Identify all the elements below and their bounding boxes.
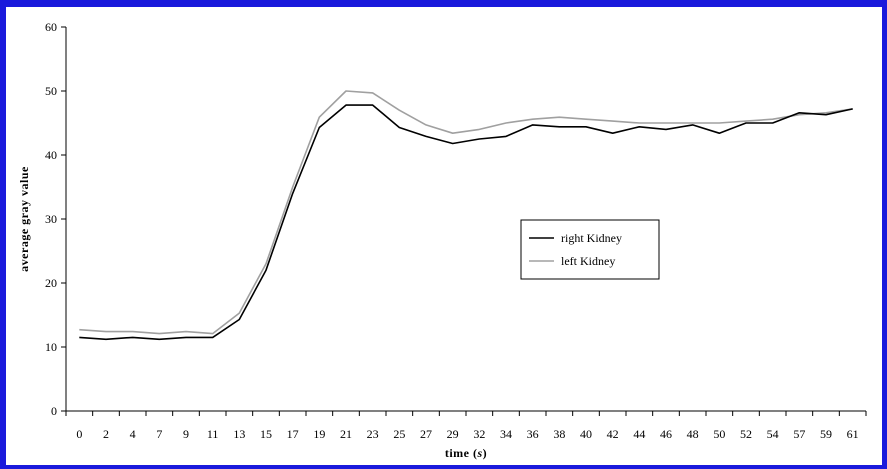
y-tick-label: 10: [45, 340, 57, 354]
y-tick-label: 20: [45, 276, 57, 290]
y-ticks: 0 10 20 30 40 50 60: [45, 20, 66, 418]
x-axis-title-unit: s: [476, 446, 482, 460]
x-tick-label: 13: [233, 427, 245, 441]
x-tick-label: 44: [633, 427, 645, 441]
legend: right Kidney left Kidney: [520, 219, 660, 280]
x-tick-label: 59: [820, 427, 832, 441]
x-tick-label: 4: [130, 427, 136, 441]
x-tick-label: 11: [207, 427, 219, 441]
legend-label-right-kidney: right Kidney: [561, 231, 622, 245]
x-tick-label: 54: [767, 427, 779, 441]
line-chart: 0 10 20 30 40 50 60 0 2 4 7 9 11 13 15 17 19 21 23 25 27 29 3…: [17, 20, 867, 460]
x-tick-label: 40: [580, 427, 592, 441]
x-tick-label: 15: [260, 427, 272, 441]
series-layer: [79, 90, 853, 341]
y-axis-title: average gray value: [17, 166, 31, 272]
x-tick-label: 21: [340, 427, 352, 441]
x-tick-label: 19: [313, 427, 325, 441]
x-tick-label: 38: [553, 427, 565, 441]
x-tick-label: 29: [447, 427, 459, 441]
x-axis-title: time (s): [445, 446, 487, 460]
chart-frame: 0 10 20 30 40 50 60 0 2 4 7 9 11 13 15 17 19 21 23 25 27 29 3…: [6, 7, 882, 465]
x-tick-label: 32: [473, 427, 485, 441]
x-tick-label: 46: [660, 427, 672, 441]
axes: [65, 27, 866, 412]
y-tick-label: 40: [45, 148, 57, 162]
x-tick-label: 9: [183, 427, 189, 441]
x-tick-label: 23: [367, 427, 379, 441]
y-tick-label: 60: [45, 20, 57, 34]
x-tick-label: 25: [393, 427, 405, 441]
x-tick-label: 27: [420, 427, 432, 441]
x-axis-title-suffix: ): [483, 446, 488, 460]
x-tick-label: 48: [687, 427, 699, 441]
x-tick-label: 7: [156, 427, 162, 441]
series-line-right-kidney: [79, 104, 853, 341]
x-ticks: 0 2 4 7 9 11 13 15 17 19 21 23 25 27 29 32 34 36 38 40 42 44 4…: [65, 411, 867, 441]
x-tick-label: 42: [607, 427, 619, 441]
series-line-left-kidney: [79, 90, 853, 335]
x-tick-label: 36: [527, 427, 539, 441]
legend-box: [520, 219, 660, 280]
x-tick-label: 0: [76, 427, 82, 441]
y-tick-label: 30: [45, 212, 57, 226]
x-axis-title-prefix: time (: [445, 446, 478, 460]
x-tick-label: 2: [103, 427, 109, 441]
x-tick-label: 34: [500, 427, 512, 441]
y-tick-label: 0: [51, 404, 57, 418]
x-tick-label: 57: [793, 427, 805, 441]
x-tick-label: 61: [847, 427, 859, 441]
y-tick-label: 50: [45, 84, 57, 98]
x-tick-label: 52: [740, 427, 752, 441]
x-tick-label: 50: [713, 427, 725, 441]
x-tick-label: 17: [287, 427, 299, 441]
legend-label-left-kidney: left Kidney: [561, 254, 615, 268]
